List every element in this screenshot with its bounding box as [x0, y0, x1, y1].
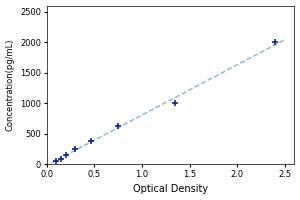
- X-axis label: Optical Density: Optical Density: [133, 184, 208, 194]
- Y-axis label: Concentration(pg/mL): Concentration(pg/mL): [6, 39, 15, 131]
